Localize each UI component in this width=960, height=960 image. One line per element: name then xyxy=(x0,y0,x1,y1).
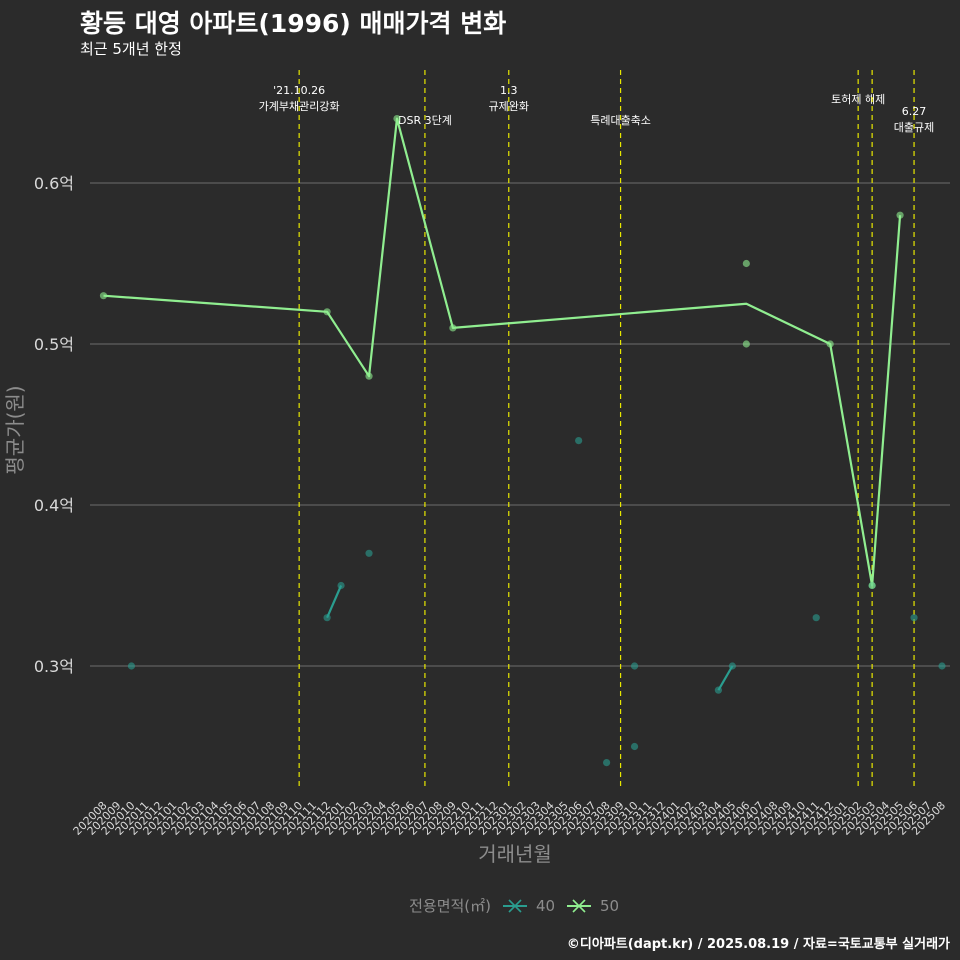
data-point-40 xyxy=(365,549,373,557)
data-point-50 xyxy=(868,581,876,590)
data-point-40 xyxy=(910,614,918,622)
legend-label-50: 50 xyxy=(600,897,619,915)
event-label: 특례대출축소 xyxy=(590,114,651,127)
event-label: 가계부채관리강화 xyxy=(259,100,340,113)
data-point-40 xyxy=(603,759,611,767)
event-label: 6.27 xyxy=(902,105,927,118)
event-label: 규제완화 xyxy=(489,100,529,113)
data-point-40 xyxy=(575,437,583,445)
y-tick-label: 0.6억 xyxy=(34,174,74,193)
series-lines xyxy=(103,117,902,691)
data-point-50 xyxy=(742,340,750,348)
event-label: 토허제 해제 xyxy=(831,92,885,106)
data-point-50 xyxy=(742,259,750,268)
y-tick-label: 0.5억 xyxy=(34,335,74,354)
grid-lines xyxy=(90,182,950,667)
chart-title: 황등 대영 아파트(1996) 매매가격 변화 xyxy=(80,9,507,38)
data-point-40 xyxy=(127,662,136,670)
data-point-50 xyxy=(826,340,834,348)
source-caption: ©디아파트(dapt.kr) / 2025.08.19 / 자료=국토교통부 실… xyxy=(566,937,950,952)
data-point-40 xyxy=(323,614,331,622)
data-point-40 xyxy=(714,686,723,694)
data-point-40 xyxy=(630,742,639,751)
legend: 전용면적(㎡) 40 50 xyxy=(409,897,619,915)
event-label: 대출규제 xyxy=(894,121,934,134)
legend-label-40: 40 xyxy=(536,897,555,915)
data-points xyxy=(99,115,946,767)
data-point-40 xyxy=(728,662,736,670)
event-label: DSR 3단계 xyxy=(398,114,452,127)
data-point-50 xyxy=(365,372,373,380)
data-point-40 xyxy=(938,662,946,670)
y-axis-title: 평균가(원) xyxy=(3,385,27,474)
data-point-40 xyxy=(337,581,345,590)
x-axis-title: 거래년월 xyxy=(478,842,552,866)
axes: 0.3억0.4억0.5억0.6억202008202009202010202011… xyxy=(3,174,948,866)
chart-subtitle: 최근 5개년 한정 xyxy=(80,40,182,58)
event-label: 1.3 xyxy=(500,84,518,97)
data-point-50 xyxy=(896,211,904,219)
data-point-40 xyxy=(630,662,639,670)
legend-key-mark xyxy=(508,899,522,913)
series-line-40 xyxy=(717,665,734,691)
data-point-50 xyxy=(449,324,457,332)
y-tick-label: 0.4억 xyxy=(34,496,74,515)
series-line-50 xyxy=(103,117,902,587)
series-line-40 xyxy=(326,585,343,619)
y-tick-label: 0.3억 xyxy=(34,657,74,676)
data-point-50 xyxy=(323,308,331,316)
data-point-40 xyxy=(812,614,820,622)
legend-title: 전용면적(㎡) xyxy=(409,897,491,915)
data-point-50 xyxy=(99,292,108,300)
event-label: '21.10.26 xyxy=(273,84,325,97)
data-point-50 xyxy=(393,115,401,123)
legend-key-mark xyxy=(572,899,586,913)
